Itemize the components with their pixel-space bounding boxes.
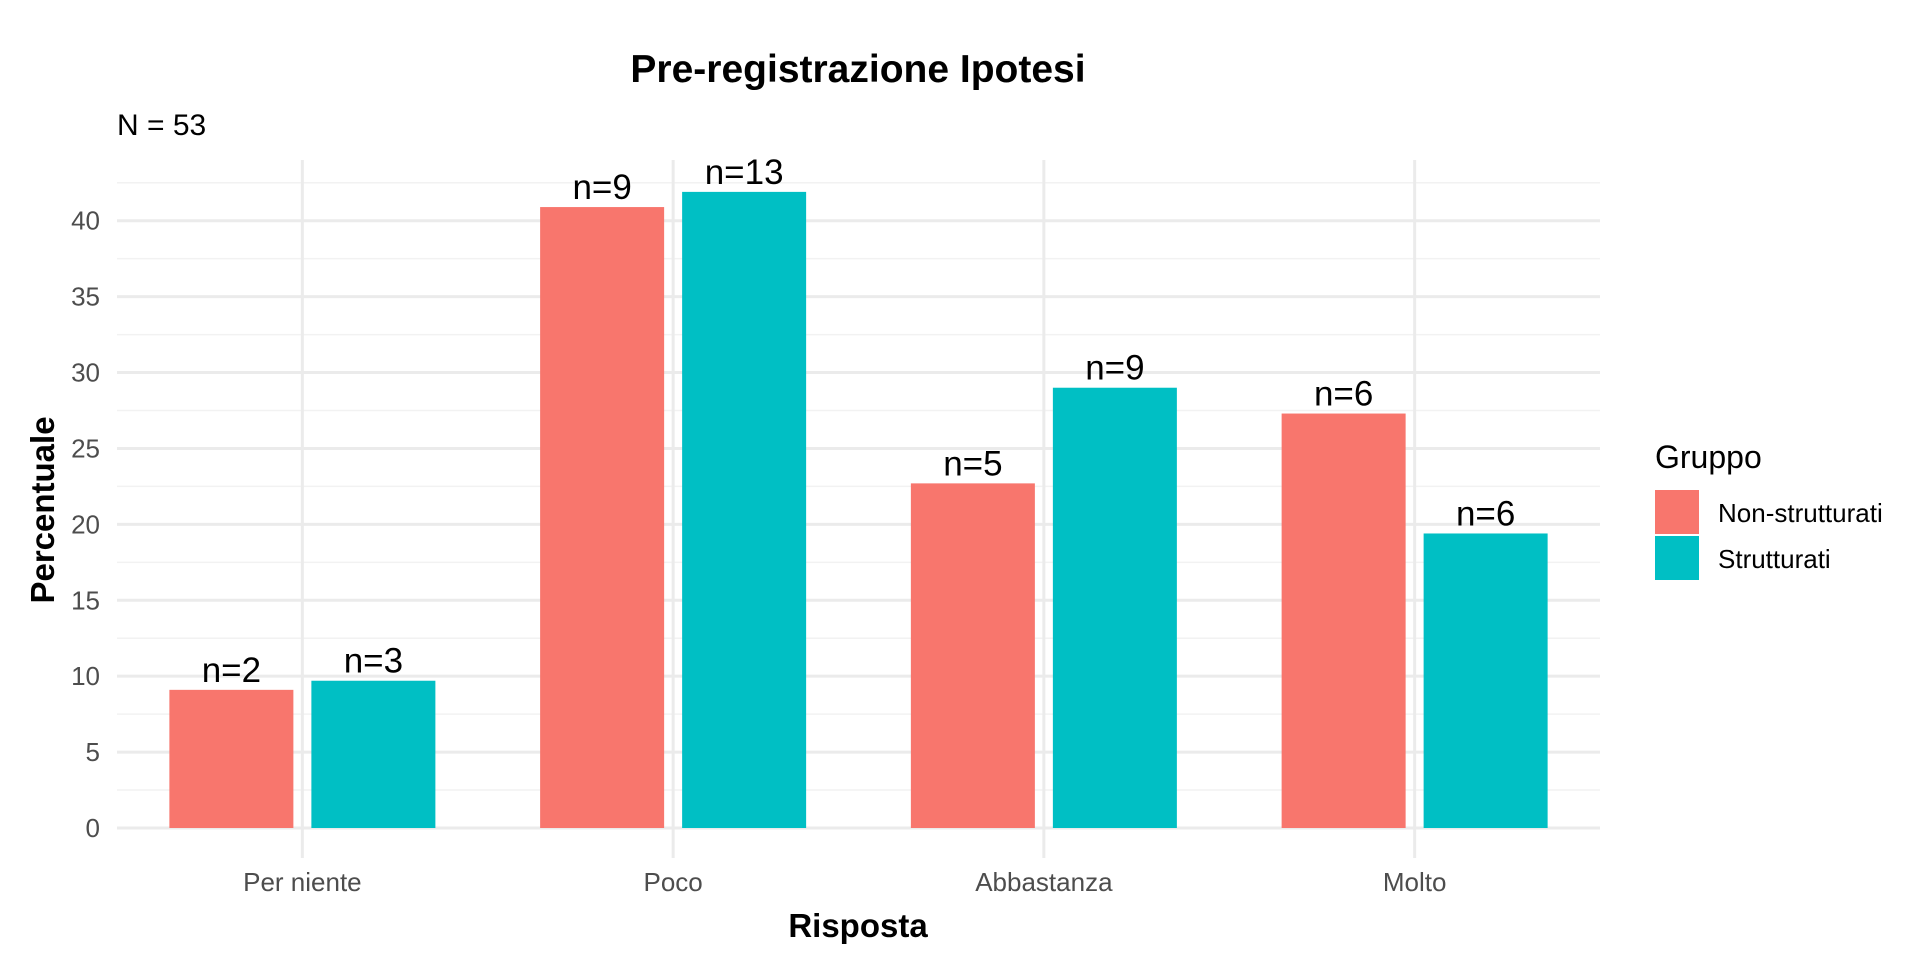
bar [169, 689, 294, 828]
legend-label-strutturati: Strutturati [1718, 544, 1831, 574]
y-tick-label: 35 [71, 282, 100, 312]
y-tick-label: 5 [86, 737, 100, 767]
legend-label-non-strutturati: Non-strutturati [1718, 498, 1883, 528]
x-tick-label: Per niente [243, 867, 362, 897]
bar [540, 207, 665, 829]
bar-labels: n=2 n=9 n=5 n=6 n=3 n=13 n=9 n=6 [202, 153, 1516, 690]
x-axis-title: Risposta [788, 907, 928, 944]
y-tick-label: 25 [71, 433, 100, 463]
legend-swatch-strutturati [1655, 536, 1699, 580]
legend: Gruppo Non-strutturati Strutturati [1655, 439, 1883, 580]
bar-data-label: n=9 [1085, 349, 1144, 388]
bar [1281, 413, 1406, 828]
bar-data-label: n=3 [344, 642, 403, 681]
y-tick-label: 30 [71, 358, 100, 388]
bar-data-label: n=9 [572, 168, 631, 207]
bars [169, 191, 1548, 829]
bar [910, 483, 1035, 828]
legend-swatch-non-strutturati [1655, 490, 1699, 534]
y-tick-label: 40 [71, 206, 100, 236]
x-axis-ticks: Per niente Poco Abbastanza Molto [243, 867, 1446, 897]
bar [311, 680, 436, 828]
chart-subtitle: N = 53 [117, 109, 206, 142]
bar-data-label: n=6 [1314, 375, 1373, 414]
bar-data-label: n=2 [202, 651, 261, 690]
x-tick-label: Abbastanza [975, 867, 1113, 897]
bar-data-label: n=13 [705, 153, 784, 192]
x-tick-label: Molto [1383, 867, 1447, 897]
bar-data-label: n=5 [943, 444, 1002, 483]
y-tick-label: 0 [86, 813, 100, 843]
y-tick-label: 20 [71, 509, 100, 539]
bar [1052, 387, 1177, 828]
y-axis-ticks: 0 5 10 15 20 25 30 35 40 [71, 206, 100, 843]
y-axis-title: Percentuale [24, 416, 61, 603]
x-tick-label: Poco [643, 867, 702, 897]
chart-title: Pre-registrazione Ipotesi [630, 48, 1085, 91]
bar-data-label: n=6 [1456, 494, 1515, 533]
y-tick-label: 15 [71, 585, 100, 615]
legend-title: Gruppo [1655, 439, 1762, 475]
bar [682, 191, 807, 828]
bar [1423, 533, 1548, 828]
y-tick-label: 10 [71, 661, 100, 691]
